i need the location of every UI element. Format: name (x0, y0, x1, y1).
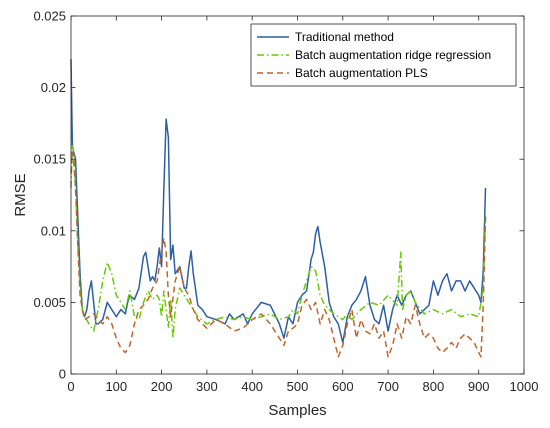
axes-layer: 0 100 200 300 400 500 600 700 800 900 1000 0 0.005 0.… (33, 9, 538, 395)
legend-entry-label: Batch augmentation PLS (295, 66, 428, 80)
legend-box (250, 23, 517, 87)
y-tick-label: 0.025 (33, 9, 66, 24)
legend: Traditional method Batch augmentation rid… (250, 23, 517, 87)
y-tick-label: 0.01 (41, 223, 66, 238)
x-tick-label: 900 (468, 379, 490, 394)
x-tick-label: 100 (105, 379, 127, 394)
series-line-1 (70, 58, 487, 344)
x-tick-label: 500 (287, 379, 309, 394)
x-tick-label: 0 (67, 379, 74, 394)
x-tick-label: 400 (241, 379, 263, 394)
y-tick-label: 0 (59, 367, 66, 382)
x-tick-label: 1000 (510, 379, 539, 394)
x-tick-label: 200 (151, 379, 173, 394)
x-tick-label: 800 (423, 379, 445, 394)
legend-entry-label: Traditional method (295, 30, 394, 44)
x-tick-label: 600 (332, 379, 354, 394)
y-tick-label: 0.02 (41, 80, 66, 95)
x-tick-label: 700 (377, 379, 399, 394)
x-axis-label: Samples (268, 402, 326, 419)
legend-entry-label: Batch augmentation ridge regression (295, 48, 491, 62)
y-tick-label: 0.015 (33, 152, 66, 167)
series-layer (70, 58, 487, 358)
y-axis-label: RMSE (12, 173, 29, 216)
y-tick-label: 0.005 (33, 295, 66, 310)
x-tick-label: 300 (196, 379, 218, 394)
